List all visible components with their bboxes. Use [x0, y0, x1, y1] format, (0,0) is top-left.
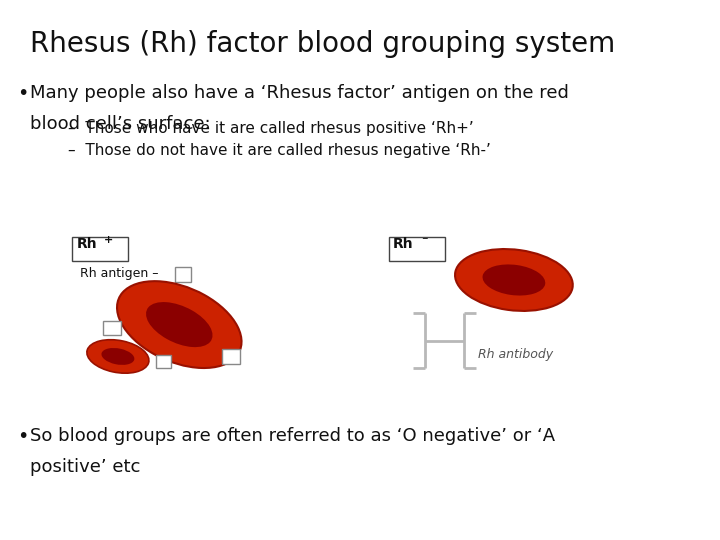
Text: ⁻: ⁻ — [420, 235, 428, 248]
Text: Many people also have a ‘Rhesus factor’ antigen on the red: Many people also have a ‘Rhesus factor’ … — [30, 84, 569, 102]
Text: Rh: Rh — [393, 237, 414, 251]
FancyBboxPatch shape — [72, 237, 128, 261]
FancyBboxPatch shape — [222, 349, 240, 363]
FancyBboxPatch shape — [103, 321, 121, 335]
Ellipse shape — [455, 249, 573, 311]
Text: •: • — [17, 427, 29, 446]
Ellipse shape — [482, 265, 545, 295]
FancyBboxPatch shape — [176, 267, 191, 281]
Ellipse shape — [117, 281, 241, 368]
Text: Rh antigen –: Rh antigen – — [81, 267, 159, 280]
Text: positive’ etc: positive’ etc — [30, 458, 140, 476]
FancyBboxPatch shape — [390, 237, 445, 261]
Text: So blood groups are often referred to as ‘O negative’ or ‘A: So blood groups are often referred to as… — [30, 427, 555, 444]
Text: +: + — [104, 235, 113, 245]
Ellipse shape — [87, 340, 149, 373]
Text: –  Those who have it are called rhesus positive ‘Rh+’: – Those who have it are called rhesus po… — [68, 122, 474, 137]
Text: Rh: Rh — [76, 237, 97, 251]
Ellipse shape — [102, 348, 135, 365]
FancyBboxPatch shape — [156, 355, 171, 368]
Text: –  Those do not have it are called rhesus negative ‘Rh-’: – Those do not have it are called rhesus… — [68, 143, 491, 158]
Ellipse shape — [146, 302, 212, 347]
Text: •: • — [17, 84, 29, 103]
Text: Rhesus (Rh) factor blood grouping system: Rhesus (Rh) factor blood grouping system — [30, 30, 616, 58]
Text: blood cell’s surface:: blood cell’s surface: — [30, 115, 211, 133]
Text: Rh antibody: Rh antibody — [478, 348, 554, 361]
